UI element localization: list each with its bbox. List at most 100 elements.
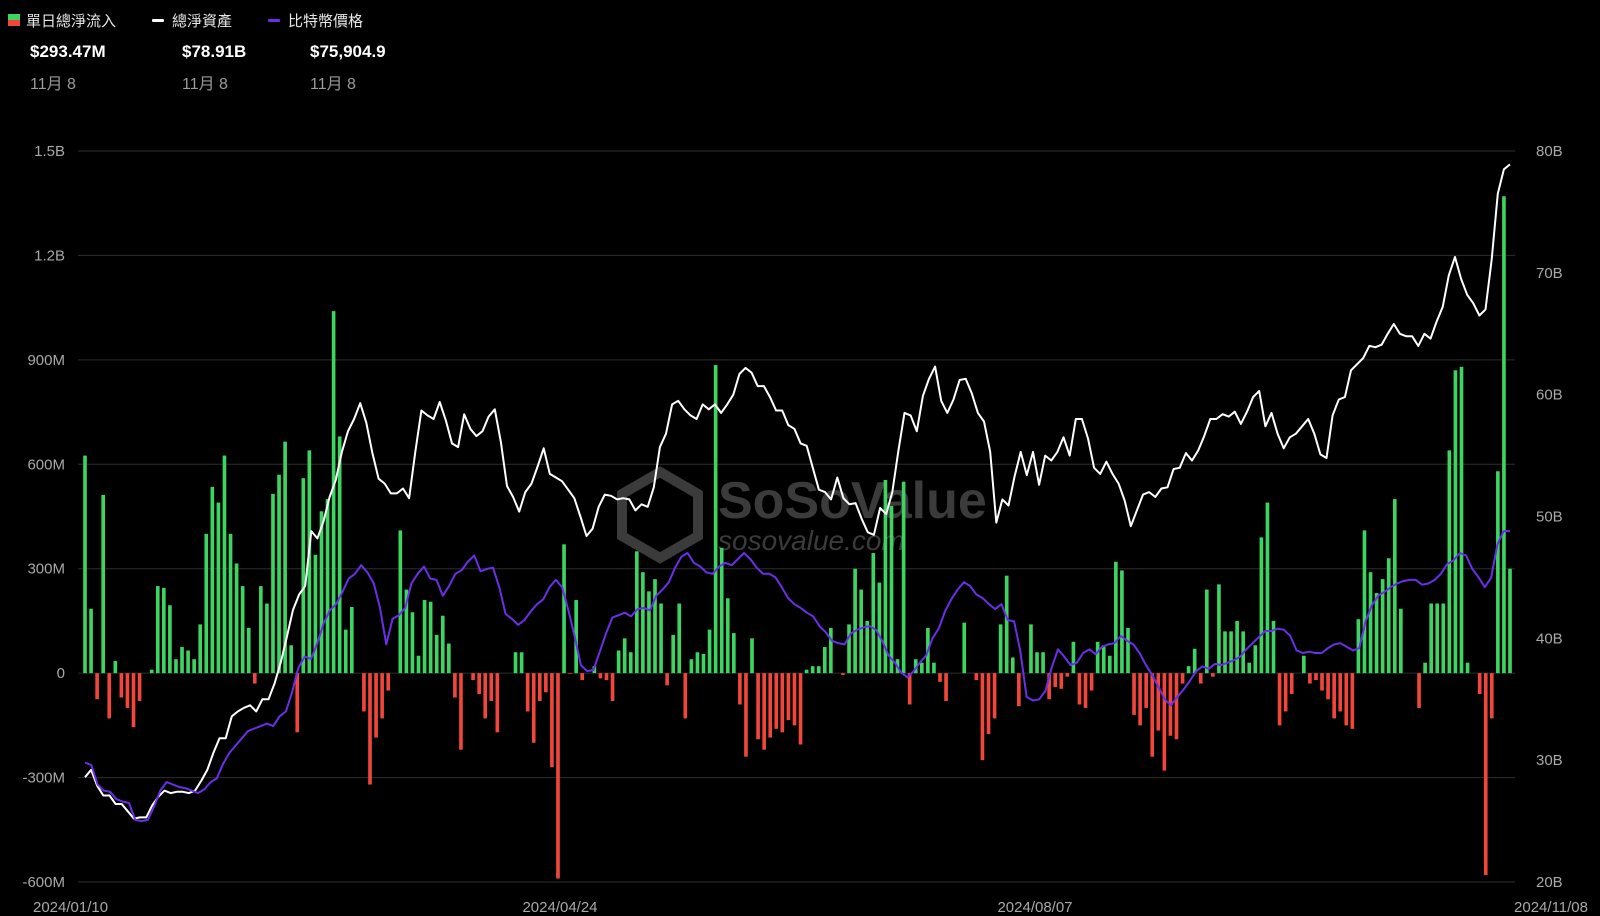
inflow-bar <box>513 652 518 674</box>
inflow-bar <box>1144 673 1148 708</box>
inflow-bar <box>1386 558 1391 674</box>
inflow-bar <box>871 553 876 674</box>
inflow-bar <box>259 586 263 674</box>
inflow-bar <box>301 478 306 674</box>
inflow-bar <box>1198 673 1203 684</box>
inflow-bar <box>695 652 700 674</box>
inflow-bar <box>525 673 530 712</box>
inflow-bar <box>1417 673 1421 708</box>
inflow-bar <box>1477 673 1482 695</box>
inflow-bar <box>1065 673 1070 677</box>
inflow-bar <box>665 673 669 686</box>
inflow-bar <box>168 605 172 674</box>
assets-date: 11月 8 <box>182 76 228 93</box>
inflow-bar <box>1332 673 1336 719</box>
price-date: 11月 8 <box>310 76 356 93</box>
assets-summary: $78.91B 11月 8 <box>182 42 310 94</box>
inflow-bar <box>713 365 718 674</box>
inflow-bar <box>155 586 160 674</box>
inflow-bar <box>307 450 312 674</box>
inflow-bar <box>1083 673 1088 708</box>
inflow-bar <box>574 600 578 674</box>
inflow-bar <box>495 673 500 733</box>
y-left-tick-label: 900M <box>27 352 65 369</box>
inflow-bar <box>689 659 694 674</box>
inflow-bar <box>410 612 415 674</box>
inflow-bar <box>271 493 275 674</box>
inflow-bar <box>992 673 997 719</box>
y-right-tick-label: 80B <box>1536 143 1563 160</box>
inflow-bar <box>944 673 948 701</box>
inflow-bar <box>786 673 791 721</box>
inflow-bar <box>228 533 233 674</box>
inflow-bar <box>1114 561 1118 674</box>
inflow-bar <box>440 615 445 674</box>
inflow-bar <box>222 455 227 674</box>
inflow-bar <box>210 486 215 674</box>
x-tick-label: 2024/08/07 <box>997 899 1072 916</box>
inflow-swatch-icon <box>8 14 20 26</box>
inflow-bar <box>1308 673 1312 684</box>
inflow-bar <box>234 563 239 674</box>
inflow-bar <box>1253 645 1258 674</box>
assets-value: $78.91B <box>182 42 247 61</box>
inflow-bar <box>604 673 609 681</box>
inflow-bar <box>422 600 427 674</box>
inflow-bar <box>804 669 809 674</box>
inflow-bar <box>998 624 1003 674</box>
inflow-bar <box>283 441 287 674</box>
inflow-bar <box>331 311 336 674</box>
inflow-bar <box>386 673 391 691</box>
inflow-bar <box>216 502 221 674</box>
y-right-tick-label: 60B <box>1536 387 1563 404</box>
inflow-bar <box>434 634 439 674</box>
inflow-bar <box>829 627 833 674</box>
inflow-bar <box>1162 673 1167 771</box>
inflow-bar <box>489 673 494 701</box>
inflow-bar <box>659 603 663 674</box>
inflow-bar <box>859 589 863 674</box>
inflow-bar <box>853 568 857 674</box>
inflow-bar <box>628 652 633 674</box>
bitcoin-price-line <box>84 530 1510 823</box>
inflow-bar <box>1041 652 1045 674</box>
inflow-bar <box>877 582 882 674</box>
inflow-bar <box>1059 673 1064 689</box>
inflow-bar <box>1302 655 1306 674</box>
inflow-bar <box>1138 673 1142 726</box>
inflow-bar <box>1453 370 1458 674</box>
inflow-bar <box>1489 673 1494 719</box>
inflow-bar <box>671 634 676 674</box>
inflow-bar <box>798 673 803 745</box>
inflow-bar <box>810 666 815 674</box>
inflow-bar <box>1010 657 1015 674</box>
inflow-bar <box>1047 673 1051 700</box>
inflow-bar <box>349 607 354 674</box>
inflow-bar <box>889 506 894 674</box>
inflow-bar <box>198 624 203 674</box>
inflow-value: $293.47M <box>30 42 106 61</box>
legend-price[interactable]: 比特幣價格 <box>268 10 363 31</box>
inflow-bar <box>1289 673 1294 695</box>
legend-inflow[interactable]: 單日總淨流入 <box>8 10 116 31</box>
inflow-bar <box>962 622 967 674</box>
inflow-bar <box>252 673 257 684</box>
legend-assets[interactable]: 總淨資產 <box>152 10 232 31</box>
inflow-bar <box>204 533 209 674</box>
inflow-bar <box>289 645 293 674</box>
inflow-bar <box>1496 471 1500 674</box>
inflow-bar <box>1465 662 1470 674</box>
inflow-bar <box>1265 502 1270 674</box>
inflow-bar <box>325 499 330 674</box>
inflow-bar <box>265 603 269 674</box>
inflow-bar <box>186 650 190 674</box>
y-left-tick-label: -600M <box>22 874 65 891</box>
inflow-bar <box>537 673 542 701</box>
inflow-bar <box>1211 673 1215 677</box>
inflow-bar <box>732 633 736 674</box>
inflow-bar <box>1338 673 1343 712</box>
inflow-bar <box>738 673 742 705</box>
assets-line-icon <box>152 18 165 22</box>
y-right-tick-label: 70B <box>1536 265 1563 282</box>
